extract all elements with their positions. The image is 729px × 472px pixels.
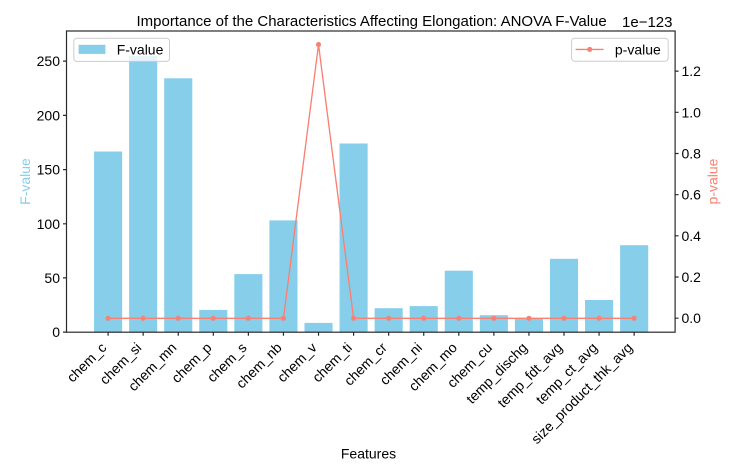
svg-text:150: 150 bbox=[37, 162, 61, 178]
svg-text:0.2: 0.2 bbox=[682, 269, 702, 285]
svg-text:F-value: F-value bbox=[17, 158, 33, 205]
svg-text:200: 200 bbox=[37, 107, 61, 123]
svg-text:50: 50 bbox=[44, 270, 60, 286]
svg-text:0.4: 0.4 bbox=[682, 228, 702, 244]
svg-text:F-value: F-value bbox=[117, 42, 164, 58]
svg-text:100: 100 bbox=[37, 216, 61, 232]
svg-text:0.0: 0.0 bbox=[682, 310, 702, 326]
svg-text:1.0: 1.0 bbox=[682, 104, 702, 120]
svg-text:1e−123: 1e−123 bbox=[622, 14, 672, 31]
svg-text:p-value: p-value bbox=[705, 158, 721, 204]
svg-text:Features: Features bbox=[341, 446, 396, 462]
svg-text:Importance of the Characterist: Importance of the Characteristics Affect… bbox=[136, 13, 606, 30]
svg-text:1.2: 1.2 bbox=[682, 63, 702, 79]
svg-text:p-value: p-value bbox=[615, 42, 661, 58]
svg-text:0.6: 0.6 bbox=[682, 187, 702, 203]
svg-text:0: 0 bbox=[52, 324, 60, 340]
svg-text:250: 250 bbox=[37, 53, 61, 69]
svg-text:0.8: 0.8 bbox=[682, 146, 702, 162]
